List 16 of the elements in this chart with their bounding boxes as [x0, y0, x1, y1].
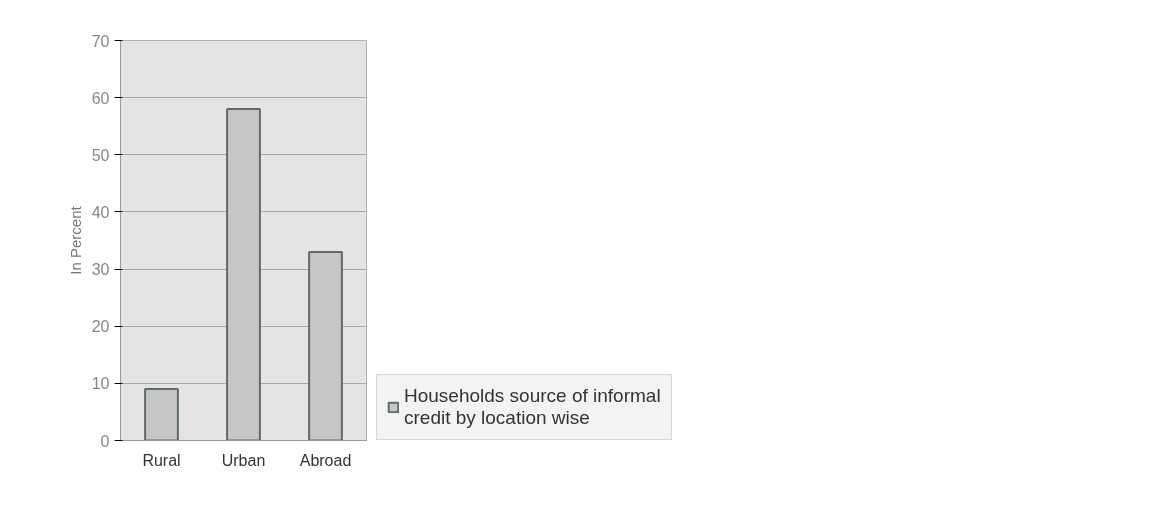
y-tick-label: 70	[91, 32, 110, 50]
y-tick-label: 50	[91, 146, 110, 164]
y-tick-label: 0	[100, 432, 110, 450]
y-tick-label: 40	[91, 203, 110, 221]
y-tick-label: 30	[91, 261, 110, 279]
x-tick-label: Rural	[142, 451, 181, 469]
y-tick-label: 60	[91, 89, 110, 107]
y-tick-label: 10	[91, 375, 110, 393]
x-tick-label: Urban	[221, 451, 266, 469]
bar	[226, 108, 261, 441]
legend-label: Households source of informal credit by location wise	[404, 385, 661, 429]
bar	[144, 388, 179, 441]
y-tick-label: 20	[91, 318, 110, 336]
bar	[308, 250, 343, 441]
x-tick-label: Abroad	[299, 451, 352, 469]
y-axis-title: In Percent	[66, 205, 84, 275]
